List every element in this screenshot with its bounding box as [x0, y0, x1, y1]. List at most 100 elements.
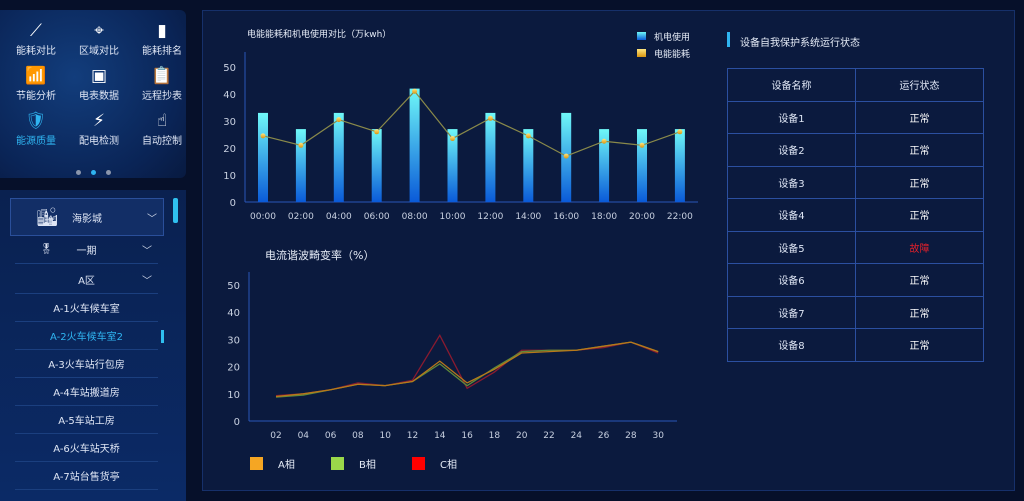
line-point — [639, 142, 645, 148]
legend-swatch — [412, 457, 425, 470]
tree-item[interactable]: A-4车站搬道房 — [15, 378, 158, 406]
legend-swatch — [637, 32, 646, 40]
device-name: 设备2 — [727, 133, 856, 167]
table-row: 设备3 正常 — [727, 165, 984, 199]
line-point — [412, 88, 418, 94]
nav-item[interactable]: ▮ 能耗排名 — [131, 20, 193, 57]
bar-chart-icon: ▮ — [157, 21, 167, 41]
x-tick-label: 12 — [407, 431, 418, 441]
power-box-icon: ⚡ — [93, 111, 105, 131]
x-tick-label: 22 — [543, 431, 554, 441]
x-tick-label: 16 — [461, 431, 473, 441]
device-name: 设备1 — [727, 100, 856, 134]
col-header: 运行状态 — [855, 68, 984, 102]
device-name: 设备4 — [727, 198, 856, 232]
line-point — [298, 142, 304, 148]
nav-item[interactable]: 🛡 能源质量 — [5, 110, 67, 147]
legend-label: B相 — [359, 458, 376, 471]
table-row: 设备2 正常 — [727, 133, 984, 167]
table-row: 设备5 故障 — [727, 230, 984, 264]
status-badge: 正常 — [855, 100, 984, 134]
nav-item[interactable]: 📋 远程抄表 — [131, 65, 193, 102]
y-tick-label: 50 — [227, 281, 240, 292]
x-tick-label: 24 — [571, 431, 583, 441]
x-tick-label: 26 — [598, 431, 610, 441]
y-tick-label: 10 — [223, 171, 236, 182]
tree-label: 海影城 — [72, 213, 102, 225]
tree-item[interactable]: A-5车站工房 — [15, 406, 158, 434]
device-name: 设备8 — [727, 328, 856, 362]
page-dot[interactable] — [90, 170, 96, 175]
nav-item-label: 能源质量 — [16, 136, 56, 147]
x-tick-label: 04:00 — [326, 212, 352, 222]
nav-item[interactable]: ⚡ 配电检测 — [68, 110, 130, 147]
y-tick-label: 20 — [223, 144, 236, 155]
tree-label: A-7站台售货亭 — [53, 472, 120, 483]
x-tick-label: 30 — [652, 431, 664, 441]
x-tick-label: 08 — [352, 431, 364, 441]
line-point — [336, 117, 342, 123]
legend-label: C相 — [440, 458, 457, 471]
nav-item[interactable]: ▣ 电表数据 — [68, 65, 130, 102]
tree-phase[interactable]: 🎖 一期 ﹀ — [15, 236, 158, 264]
nav-item[interactable]: ☝ 自动控制 — [131, 110, 193, 147]
status-badge: 正常 — [855, 198, 984, 232]
line-chart-icon: ⟋ — [30, 21, 42, 41]
x-tick-label: 12:00 — [477, 212, 503, 222]
tree-item[interactable]: A-7站台售货亭 — [15, 462, 158, 490]
nav-item[interactable]: ⟋ 能耗对比 — [5, 20, 67, 57]
tree-label: A-6火车站天桥 — [53, 444, 120, 455]
x-tick-label: 14:00 — [515, 212, 541, 222]
nav-item-label: 配电检测 — [79, 136, 119, 147]
tree-label: A-1火车候车室 — [53, 304, 120, 315]
x-tick-label: 22:00 — [667, 212, 693, 222]
page-dot[interactable] — [105, 170, 111, 175]
tree-label: A-4车站搬道房 — [53, 388, 120, 399]
nav-item[interactable]: 📶 节能分析 — [5, 65, 67, 102]
chevron-down-icon: ﹀ — [142, 246, 152, 257]
table-row: 设备4 正常 — [727, 198, 984, 232]
tree-zone[interactable]: A区 ﹀ — [15, 266, 158, 294]
legend-label: 电能能耗 — [654, 48, 690, 60]
tree-item[interactable]: A-6火车站天桥 — [15, 434, 158, 462]
clipboard-icon: 📋 — [151, 66, 173, 86]
legend-swatch — [250, 457, 263, 470]
nav-item-label: 远程抄表 — [142, 91, 182, 102]
legend-swatch — [331, 457, 344, 470]
page-dot[interactable] — [75, 170, 81, 175]
bar — [295, 129, 306, 202]
tree-item[interactable]: A-3火车站行包房 — [15, 350, 158, 378]
tree-item[interactable]: A-1火车候车室 — [15, 294, 158, 322]
line-point — [525, 133, 531, 139]
bar — [333, 112, 344, 202]
y-tick-label: 0 — [230, 198, 236, 209]
x-tick-label: 10 — [379, 431, 391, 441]
device-name: 设备3 — [727, 165, 856, 199]
chart-title: 电能能耗和机电使用对比（万kwh） — [247, 28, 391, 40]
x-tick-label: 02:00 — [288, 212, 314, 222]
line-point — [450, 136, 455, 142]
line-point — [601, 138, 607, 144]
nav-item[interactable]: ⌖ 区域对比 — [68, 20, 130, 57]
tree-label: A-3火车站行包房 — [48, 360, 125, 371]
nav-item-label: 区域对比 — [79, 46, 119, 57]
tree-item[interactable]: A-2火车候车室2 — [15, 322, 164, 350]
nav-item-label: 电表数据 — [79, 91, 119, 102]
x-tick-label: 14 — [434, 431, 446, 441]
chevron-down-icon: ﹀ — [142, 276, 152, 287]
line-point — [374, 129, 380, 135]
x-tick-label: 20 — [516, 431, 528, 441]
table-row: 设备8 正常 — [727, 328, 984, 362]
status-badge: 正常 — [855, 295, 984, 329]
x-tick-label: 18:00 — [591, 212, 617, 222]
building-icon: 🏙 — [36, 206, 59, 228]
y-tick-label: 10 — [227, 390, 240, 401]
table-row: 设备1 正常 — [727, 100, 984, 134]
tree-scrollbar[interactable] — [173, 198, 178, 223]
status-badge: 故障 — [855, 230, 984, 264]
tree-root[interactable]: 🏙 海影城 ﹀ — [10, 198, 164, 236]
bar — [447, 129, 458, 202]
bar — [409, 88, 420, 202]
y-tick-label: 30 — [223, 117, 236, 128]
bar — [637, 129, 647, 202]
